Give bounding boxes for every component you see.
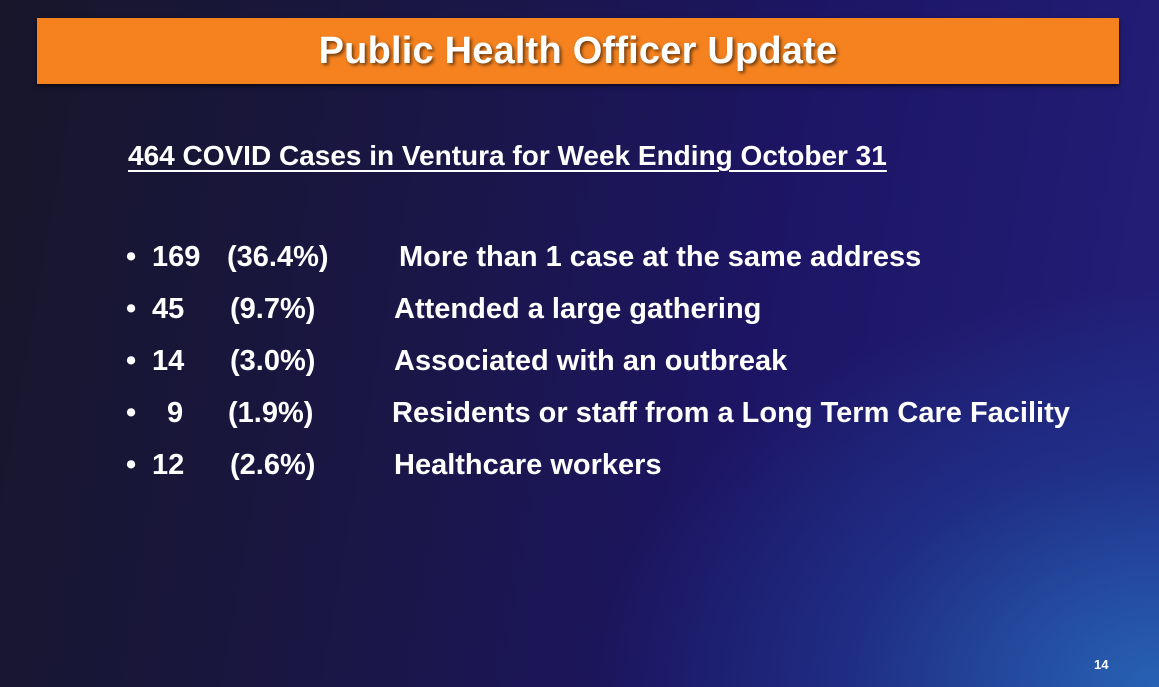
list-item: • 169 (36.4%) More than 1 case at the sa… xyxy=(126,241,1136,293)
case-percent: (36.4%) xyxy=(227,241,329,273)
slide-subtitle: 464 COVID Cases in Ventura for Week Endi… xyxy=(128,140,887,171)
case-description: Residents or staff from a Long Term Care… xyxy=(392,397,1070,429)
case-percent: (3.0%) xyxy=(230,345,316,377)
slide-title: Public Health Officer Update xyxy=(318,29,838,72)
list-item: • 12 (2.6%) Healthcare workers xyxy=(126,449,1136,501)
case-count: 9 xyxy=(167,397,184,429)
case-percent: (1.9%) xyxy=(228,397,314,429)
bullet-icon: • xyxy=(126,397,137,429)
bullet-icon: • xyxy=(126,241,137,273)
stats-list: • 169 (36.4%) More than 1 case at the sa… xyxy=(126,241,1136,501)
case-description: More than 1 case at the same address xyxy=(399,241,922,273)
bullet-icon: • xyxy=(126,449,137,481)
case-description: Attended a large gathering xyxy=(394,293,762,325)
title-banner: Public Health Officer Update xyxy=(37,18,1119,84)
case-description: Associated with an outbreak xyxy=(394,345,788,377)
list-item: • 9 (1.9%) Residents or staff from a Lon… xyxy=(126,397,1136,449)
bullet-icon: • xyxy=(126,345,137,377)
case-count: 45 xyxy=(152,293,185,325)
case-count: 14 xyxy=(152,345,185,377)
case-count: 12 xyxy=(152,449,185,481)
page-number: 14 xyxy=(1094,657,1109,672)
case-percent: (9.7%) xyxy=(230,293,316,325)
case-description: Healthcare workers xyxy=(394,449,662,481)
case-count: 169 xyxy=(152,241,201,273)
case-percent: (2.6%) xyxy=(230,449,316,481)
list-item: • 14 (3.0%) Associated with an outbreak xyxy=(126,345,1136,397)
bullet-icon: • xyxy=(126,293,137,325)
list-item: • 45 (9.7%) Attended a large gathering xyxy=(126,293,1136,345)
